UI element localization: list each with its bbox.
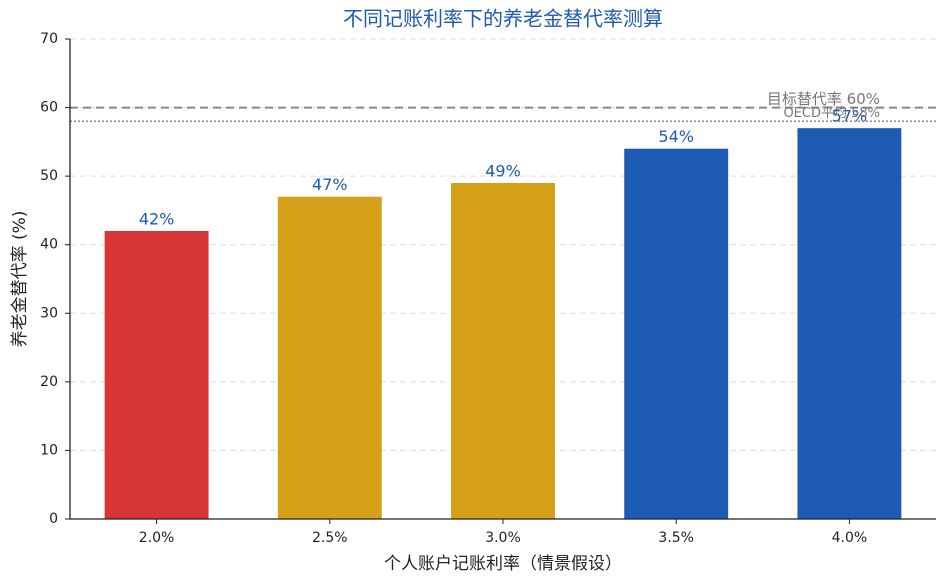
x-tick-label: 2.0% [139,530,175,546]
y-tick-label: 40 [40,237,58,253]
y-tick-label: 60 [40,100,58,116]
value-label: 47% [312,175,348,194]
value-label: 42% [139,210,175,229]
reference-label: 目标替代率 60% [767,90,880,108]
bar [624,148,729,519]
y-tick-label: 20 [40,374,58,390]
x-tick-label: 4.0% [832,530,868,546]
chart-title: 不同记账利率下的养老金替代率测算 [343,7,663,31]
y-tick-label: 10 [40,442,58,458]
bar [104,231,209,519]
x-axis-label: 个人账户记账利率（情景假设） [384,554,622,574]
y-tick-label: 30 [40,305,58,321]
value-label: 54% [658,127,694,146]
y-tick-label: 50 [40,168,58,184]
x-tick-label: 2.5% [312,530,348,546]
value-label: 49% [485,162,521,181]
x-tick-label: 3.0% [485,530,521,546]
y-tick-label: 70 [40,31,58,47]
x-tick-label: 3.5% [658,530,694,546]
y-tick-label: 0 [49,511,58,527]
reference-label: OECD平均 58% [783,106,880,121]
y-axis-label: 养老金替代率 (%) [10,211,30,348]
bar [797,128,902,519]
bar [451,183,555,519]
bar [277,196,382,519]
